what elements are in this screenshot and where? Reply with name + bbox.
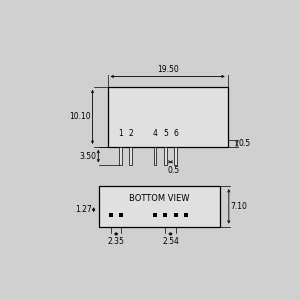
Text: 2.54: 2.54 [162, 237, 179, 246]
Bar [174, 147, 177, 165]
Text: 2.35: 2.35 [108, 237, 125, 246]
Text: 19.50: 19.50 [157, 65, 178, 74]
Bar [129, 147, 132, 165]
Text: 0.5: 0.5 [239, 139, 251, 148]
Text: 6: 6 [173, 129, 178, 138]
Text: 2: 2 [128, 129, 133, 138]
Text: 7.10: 7.10 [231, 202, 248, 211]
Bar [100, 186, 220, 226]
Text: 1.27: 1.27 [75, 205, 92, 214]
Bar [108, 87, 228, 147]
Bar [119, 147, 122, 165]
Text: 10.10: 10.10 [69, 112, 91, 121]
Text: BOTTOM VIEW: BOTTOM VIEW [129, 194, 190, 203]
Text: 4: 4 [152, 129, 157, 138]
Text: 3.50: 3.50 [80, 152, 97, 160]
Text: 1: 1 [118, 129, 123, 138]
Bar [164, 147, 167, 165]
Text: 5: 5 [163, 129, 168, 138]
Bar [154, 147, 156, 165]
Text: 0.5: 0.5 [167, 166, 179, 175]
